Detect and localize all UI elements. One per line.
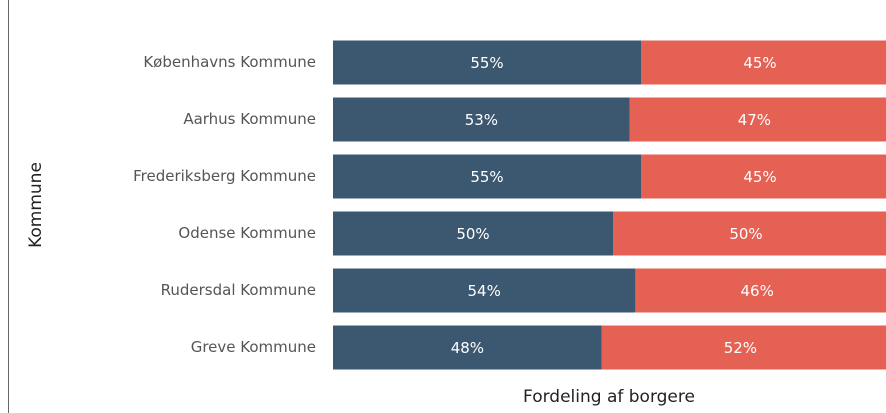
value-label: 45% xyxy=(743,54,776,72)
bar-segment xyxy=(613,211,886,256)
value-label: 48% xyxy=(451,339,484,357)
bar-segment xyxy=(333,40,641,85)
bar-segment xyxy=(635,268,886,313)
bar-segment xyxy=(333,325,602,370)
category-label: Greve Kommune xyxy=(191,338,316,356)
value-label: 45% xyxy=(743,168,776,186)
bar-segment xyxy=(333,211,613,256)
category-label: Frederiksberg Kommune xyxy=(133,167,316,185)
bar-segment xyxy=(333,154,641,199)
value-label: 55% xyxy=(470,168,503,186)
value-label: 50% xyxy=(456,225,489,243)
y-axis-title: Kommune xyxy=(26,162,46,248)
value-label: 46% xyxy=(741,282,774,300)
bar-segment xyxy=(333,268,636,313)
bar-segment xyxy=(641,154,886,199)
bar-segment xyxy=(333,97,630,142)
bar-segment xyxy=(601,325,886,370)
category-label: Københavns Kommune xyxy=(143,53,316,71)
value-label: 55% xyxy=(470,54,503,72)
category-label: Rudersdal Kommune xyxy=(161,281,316,299)
value-label: 53% xyxy=(465,111,498,129)
category-label: Aarhus Kommune xyxy=(183,110,316,128)
value-label: 52% xyxy=(724,339,757,357)
x-axis-title: Fordeling af borgere xyxy=(523,387,695,407)
bar-segment xyxy=(629,97,886,142)
value-label: 50% xyxy=(729,225,762,243)
value-label: 47% xyxy=(738,111,771,129)
category-label: Odense Kommune xyxy=(178,224,316,242)
bar-segment xyxy=(641,40,886,85)
value-label: 54% xyxy=(468,282,501,300)
